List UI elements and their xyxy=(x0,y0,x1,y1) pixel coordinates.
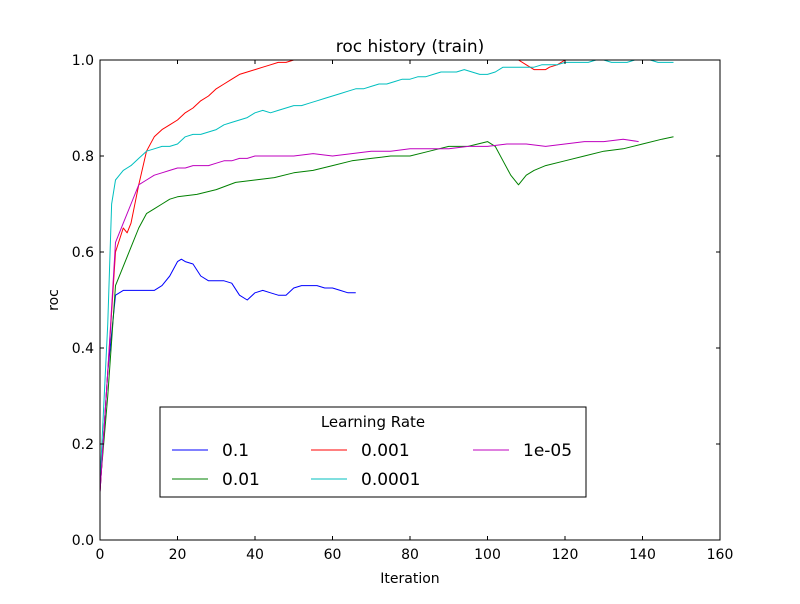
legend-title: Learning Rate xyxy=(321,413,425,431)
x-tick-label: 120 xyxy=(552,547,579,563)
ticks-layer: 0 20 40 60 80 100 120 140 160 0.0 0.2 0.4 0.6 0.8 1.0 xyxy=(72,53,734,563)
legend-box xyxy=(159,406,587,498)
y-tick-label: 0.2 xyxy=(72,437,94,453)
legend-label: 0.0001 xyxy=(361,470,420,490)
x-tick-label: 40 xyxy=(246,547,264,563)
legend-label: 0.1 xyxy=(222,441,249,461)
legend-label: 1e-05 xyxy=(523,441,572,461)
chart-title: roc history (train) xyxy=(336,37,484,57)
x-tick-label: 140 xyxy=(629,547,656,563)
y-tick-label: 0.0 xyxy=(72,533,94,549)
x-tick-label: 100 xyxy=(474,547,501,563)
series-line-2 xyxy=(100,59,674,493)
y-axis-label: roc xyxy=(46,289,62,311)
x-tick-label: 80 xyxy=(401,547,419,563)
y-tick-label: 1.0 xyxy=(72,53,94,69)
series-line-0 xyxy=(100,258,356,493)
y-tick-label: 0.4 xyxy=(72,341,94,357)
x-axis-label: Iteration xyxy=(380,571,439,587)
legend-items: 0.1 0.01 0.001 0.0001 1e-05 xyxy=(172,441,572,490)
legend-label: 0.01 xyxy=(222,470,260,490)
y-tick-label: 0.8 xyxy=(72,149,94,165)
series-layer xyxy=(100,59,674,493)
series-line-3 xyxy=(100,59,674,483)
x-tick-label: 0 xyxy=(96,547,105,563)
legend-label: 0.001 xyxy=(361,441,410,461)
legend: Learning Rate 0.1 0.01 0.001 0.0001 1e-05 xyxy=(159,406,587,498)
x-tick-label: 60 xyxy=(324,547,342,563)
x-tick-label: 20 xyxy=(169,547,187,563)
y-tick-label: 0.6 xyxy=(72,245,94,261)
x-tick-label: 160 xyxy=(707,547,734,563)
series-line-1 xyxy=(100,136,674,488)
series-line-4 xyxy=(100,138,639,493)
